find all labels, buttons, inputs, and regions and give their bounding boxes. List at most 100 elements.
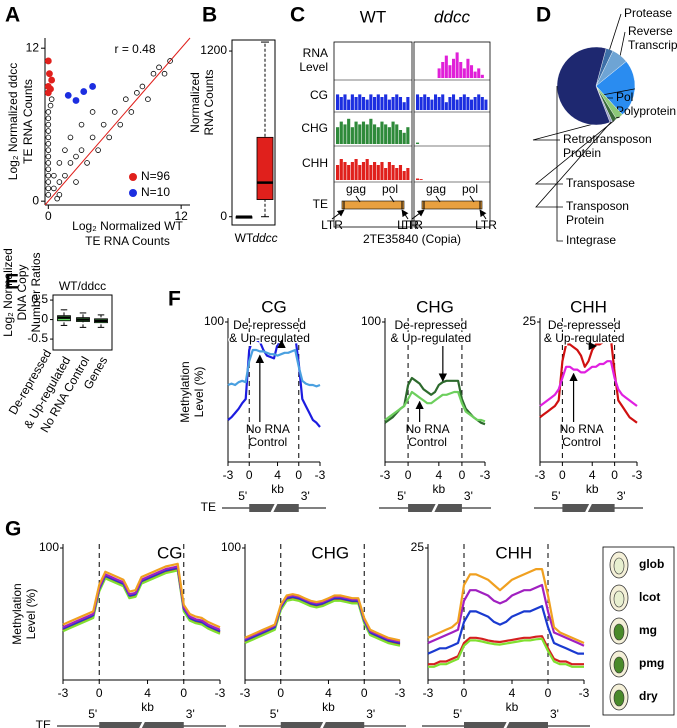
te-label: TE <box>36 718 51 728</box>
point <box>64 91 72 99</box>
chart-title: CHG <box>416 297 454 316</box>
ltr-label: LTR <box>397 218 419 232</box>
y-axis-label: Log₂ Normalized ddcc <box>6 63 20 180</box>
panel-label: C <box>290 4 305 27</box>
signal-bar <box>426 97 430 110</box>
ltr-label: LTR <box>401 218 423 232</box>
point <box>89 109 96 115</box>
y-axis-label: Level (%) <box>192 367 206 418</box>
pie-label: Transposase <box>566 176 635 190</box>
x-tick-label: 0 <box>361 686 368 700</box>
signal-bar <box>365 159 369 180</box>
pie-label: Integrase <box>566 233 616 247</box>
x-axis-label: Log₂ Normalized WT <box>72 219 183 233</box>
signal-bar <box>406 97 410 110</box>
x-axis-label: kb <box>322 700 335 714</box>
y-tick-label: 100 <box>361 314 381 328</box>
te-label: TE <box>201 500 216 514</box>
annotation: Control <box>249 435 288 449</box>
signal-bar <box>434 94 438 110</box>
point <box>45 179 52 185</box>
y-tick-label: 0 <box>41 312 48 326</box>
pie-label: Reverse <box>628 24 673 38</box>
annotation: & Up-regulated <box>229 331 310 345</box>
x-tick-label: 0 <box>461 686 468 700</box>
y-tick-label: 1200 <box>200 43 227 57</box>
point <box>45 185 52 192</box>
signal-bar <box>384 168 388 180</box>
signal-bar <box>402 132 406 144</box>
signal-bar <box>416 94 420 110</box>
signal-bar <box>430 99 434 110</box>
x-tick-label: 0 <box>96 686 103 700</box>
signal-bar <box>380 97 384 110</box>
signal-bar <box>470 99 474 110</box>
signal-bar <box>339 121 343 144</box>
signal-bar <box>441 94 445 110</box>
signal-bar <box>402 102 406 110</box>
x-tick-label: 0 <box>277 686 284 700</box>
point <box>51 172 57 179</box>
panel-label: A <box>5 4 20 27</box>
signal-bar <box>376 94 380 110</box>
ltr-line <box>401 209 409 220</box>
point <box>51 185 57 192</box>
series-line <box>244 594 401 643</box>
chart-title: CHG <box>311 543 349 562</box>
pie-label: Protease <box>624 6 672 20</box>
x-tick-label: 0 <box>295 468 302 482</box>
ltr-line <box>479 209 487 220</box>
signal-bar <box>398 97 403 110</box>
track-label: CHH <box>302 156 328 170</box>
legend-label: N=96 <box>141 169 170 183</box>
series-line <box>428 637 584 668</box>
te-end-label: 3' <box>550 707 559 721</box>
x-tick-label: 0 <box>405 468 412 482</box>
signal-bar <box>376 127 380 144</box>
annotation: Control <box>562 435 601 449</box>
signal-bar <box>380 162 384 180</box>
legend-label: dry <box>639 689 658 703</box>
signal-bar <box>354 97 358 110</box>
point <box>45 192 52 198</box>
box <box>256 136 274 200</box>
y-axis-label: Methylation <box>178 361 192 422</box>
x-tick-label: 0 <box>45 209 52 223</box>
track-label: RNA <box>303 46 328 60</box>
point <box>67 160 74 166</box>
point <box>56 179 63 185</box>
feature-label: pol <box>382 182 398 196</box>
x-axis-label: TE RNA Counts <box>85 234 170 248</box>
x-axis-label: kb <box>433 482 446 496</box>
y-axis-label: Log₂ Normalized <box>1 248 15 337</box>
point <box>80 88 88 95</box>
series-line <box>244 593 401 642</box>
y-axis-label: DNA Copy <box>15 264 29 320</box>
ltr-line <box>331 209 345 220</box>
series-line <box>244 597 401 646</box>
x-tick-label: -3 <box>315 468 326 482</box>
signal-bar <box>448 97 452 110</box>
y-axis-label: Number Ratios <box>29 252 43 332</box>
x-tick-label: 0 <box>559 468 566 482</box>
signal-bar <box>406 127 410 144</box>
signal-bar <box>444 102 448 110</box>
signal-bar <box>343 124 347 144</box>
series-line <box>227 334 321 428</box>
point <box>89 83 96 90</box>
series-line <box>539 337 638 424</box>
signal-bar <box>455 52 459 78</box>
ltr-label: LTR <box>321 218 343 232</box>
x-tick-label: 4 <box>509 686 516 700</box>
chart-title: CG <box>157 543 183 562</box>
point <box>139 83 146 90</box>
x-tick-label: -3 <box>380 468 391 482</box>
point <box>161 70 168 77</box>
signal-bar <box>416 142 420 144</box>
point <box>72 97 80 104</box>
chart-title: CHH <box>495 543 532 562</box>
series-line <box>62 562 221 629</box>
point <box>47 85 54 93</box>
signal-bar <box>336 94 340 110</box>
signal-bar <box>448 65 452 78</box>
